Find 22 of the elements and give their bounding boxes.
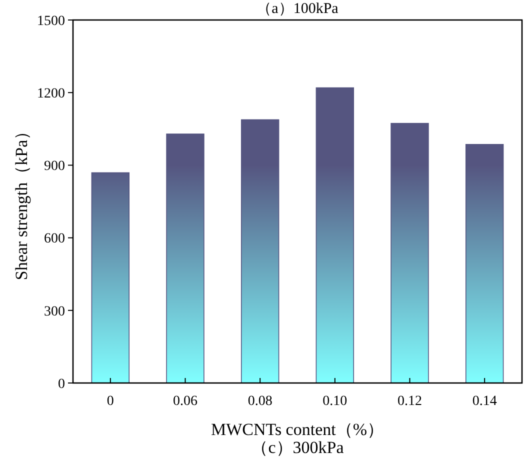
y-tick-label: 600 bbox=[44, 232, 65, 247]
y-tick-label: 1500 bbox=[37, 14, 65, 29]
y-tick-label: 900 bbox=[44, 159, 65, 174]
y-axis-title: Shear strength（kPa） bbox=[12, 122, 31, 280]
bar bbox=[390, 122, 429, 384]
y-tick-label: 1200 bbox=[37, 86, 65, 102]
x-tick-label: 0.14 bbox=[472, 394, 497, 409]
bar bbox=[316, 87, 354, 384]
bar bbox=[240, 119, 280, 384]
x-tick-label: 0.12 bbox=[398, 394, 422, 409]
bar bbox=[465, 144, 504, 384]
text: （c）300kPa bbox=[251, 438, 344, 457]
x-axis-title: MWCNTs content（%） bbox=[210, 420, 384, 439]
x-tick-label: 0.08 bbox=[248, 394, 272, 409]
bar bbox=[166, 134, 204, 384]
bar bbox=[91, 172, 130, 384]
x-tick-label: 0 bbox=[106, 394, 114, 409]
text: （a）100kPa bbox=[256, 1, 339, 17]
y-tick-label: 0 bbox=[58, 376, 65, 392]
x-tick-label: 0.06 bbox=[173, 394, 198, 409]
x-tick-label: 0.10 bbox=[322, 394, 348, 409]
y-tick-label: 300 bbox=[44, 304, 65, 320]
